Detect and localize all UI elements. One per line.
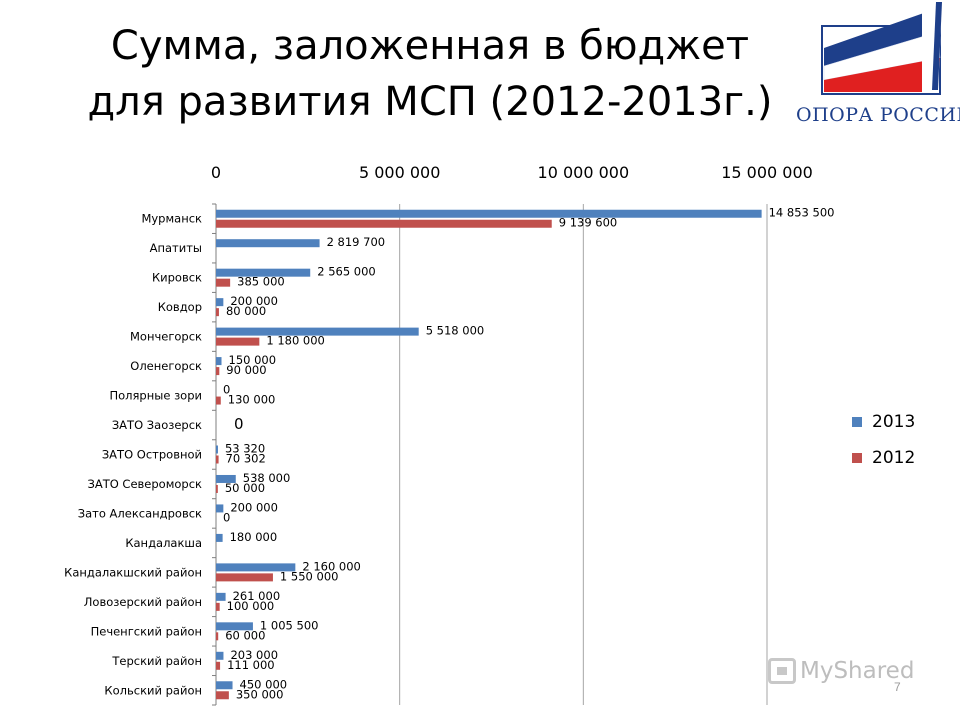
- data-label-2013-1: 2 819 700: [327, 235, 386, 249]
- data-label-2012-14: 60 000: [225, 628, 265, 642]
- data-label-2013-4: 5 518 000: [426, 324, 485, 338]
- data-label-2013-16: 450 000: [240, 677, 288, 691]
- data-label-2012-4: 1 180 000: [266, 334, 325, 348]
- slide-title: Сумма, заложенная в бюджет для развития …: [40, 18, 820, 130]
- category-label-8: ЗАТО Островной: [102, 448, 202, 462]
- category-label-12: Кандалакшский район: [64, 565, 202, 579]
- data-label-2012-2: 385 000: [237, 275, 285, 289]
- category-label-10: Зато Александровск: [78, 506, 202, 520]
- data-label-2013-5: 150 000: [229, 353, 277, 367]
- data-label-2012-9: 50 000: [225, 481, 265, 495]
- x-tick-label-1: 5 000 000: [359, 163, 440, 182]
- bar-2012-6: [216, 396, 221, 405]
- bar-2012-15: [216, 661, 221, 670]
- bar-2012-13: [216, 602, 220, 611]
- data-label-2012-3: 80 000: [226, 304, 266, 318]
- bar-2013-14: [216, 622, 253, 631]
- bar-2012-0: [216, 219, 552, 228]
- bar-2012-5: [216, 367, 220, 376]
- data-label-2013-12: 2 160 000: [302, 559, 361, 573]
- bar-2013-3: [216, 298, 224, 307]
- data-label-2013-15: 203 000: [230, 648, 278, 662]
- category-label-6: Полярные зори: [109, 389, 202, 403]
- chart-legend: 2013 2012: [852, 404, 915, 476]
- category-label-4: Мончегорск: [130, 330, 202, 344]
- bar-2012-4: [216, 337, 260, 346]
- bar-2013-1: [216, 239, 320, 248]
- data-label-2012-5: 90 000: [226, 363, 266, 377]
- legend-swatch-2012: [852, 453, 862, 463]
- bar-2013-0: [216, 209, 762, 218]
- bar-2013-2: [216, 268, 311, 277]
- page-number: 7: [894, 680, 901, 694]
- bar-2012-3: [216, 308, 219, 317]
- category-label-14: Печенгский район: [91, 624, 202, 638]
- data-label-2012-6: 130 000: [228, 393, 276, 407]
- data-label-2012-8: 70 302: [226, 452, 266, 466]
- legend-swatch-2013: [852, 417, 862, 427]
- title-line-2: для развития МСП (2012-2013г.): [87, 79, 773, 125]
- watermark-text: MyShared: [800, 658, 915, 684]
- bar-2012-12: [216, 573, 273, 582]
- bar-2013-16: [216, 681, 233, 690]
- legend-label-2012: 2012: [872, 448, 916, 468]
- bar-2012-2: [216, 278, 231, 287]
- data-label-2013-8: 53 320: [225, 442, 265, 456]
- bar-2012-16: [216, 691, 229, 700]
- category-label-0: Мурманск: [141, 212, 202, 226]
- data-label-2012-10: 0: [223, 510, 230, 524]
- bar-2013-15: [216, 651, 224, 660]
- myshared-icon: [768, 658, 796, 684]
- x-tick-label-3: 15 000 000: [721, 163, 813, 182]
- data-label-2012-13: 100 000: [227, 599, 275, 613]
- bar-2013-9: [216, 474, 236, 483]
- category-label-1: Апатиты: [150, 241, 202, 255]
- legend-label-2013: 2013: [872, 412, 916, 432]
- data-label-2013-3: 200 000: [230, 294, 278, 308]
- data-label-2012-15: 111 000: [227, 658, 275, 672]
- data-label-2012-0: 9 139 600: [559, 216, 618, 230]
- category-label-11: Кандалакша: [125, 536, 202, 550]
- x-tick-label-2: 10 000 000: [538, 163, 630, 182]
- bar-2012-14: [216, 632, 219, 641]
- data-label-2013-0: 14 853 500: [769, 206, 835, 220]
- x-tick-label-0: 0: [211, 163, 221, 182]
- data-label-2012-16: 350 000: [236, 687, 284, 701]
- title-line-1: Сумма, заложенная в бюджет: [110, 23, 750, 69]
- logo-text: ОПОРА РОССИИ: [796, 104, 960, 126]
- annotation-0: 0: [234, 415, 244, 433]
- bar-2013-8: [216, 445, 218, 454]
- data-label-2013-10: 200 000: [230, 500, 278, 514]
- bar-2013-13: [216, 592, 226, 601]
- category-label-7: ЗАТО Заозерск: [112, 418, 202, 432]
- bar-2013-12: [216, 563, 296, 572]
- bar-2013-4: [216, 327, 419, 336]
- data-label-2013-11: 180 000: [230, 530, 278, 544]
- data-label-2013-2: 2 565 000: [317, 265, 376, 279]
- bar-2013-10: [216, 504, 224, 513]
- bar-2012-8: [216, 455, 219, 464]
- category-label-3: Ковдор: [158, 300, 202, 314]
- legend-item-2013: 2013: [852, 404, 915, 440]
- watermark: MyShared: [768, 658, 914, 684]
- category-label-13: Ловозерский район: [84, 595, 202, 609]
- category-label-15: Терский район: [111, 654, 202, 668]
- category-label-9: ЗАТО Североморск: [87, 477, 202, 491]
- opora-logo-icon: [821, 2, 942, 95]
- legend-item-2012: 2012: [852, 440, 915, 476]
- category-label-5: Оленегорск: [130, 359, 202, 373]
- bar-2013-11: [216, 533, 223, 542]
- data-label-2013-9: 538 000: [243, 471, 291, 485]
- data-label-2013-6: 0: [223, 383, 230, 397]
- data-label-2013-14: 1 005 500: [260, 618, 319, 632]
- category-label-16: Кольский район: [104, 683, 202, 697]
- category-label-2: Кировск: [152, 271, 202, 285]
- bar-2013-5: [216, 357, 222, 366]
- bar-2012-9: [216, 484, 218, 493]
- data-label-2013-13: 261 000: [233, 589, 281, 603]
- data-label-2012-12: 1 550 000: [280, 569, 339, 583]
